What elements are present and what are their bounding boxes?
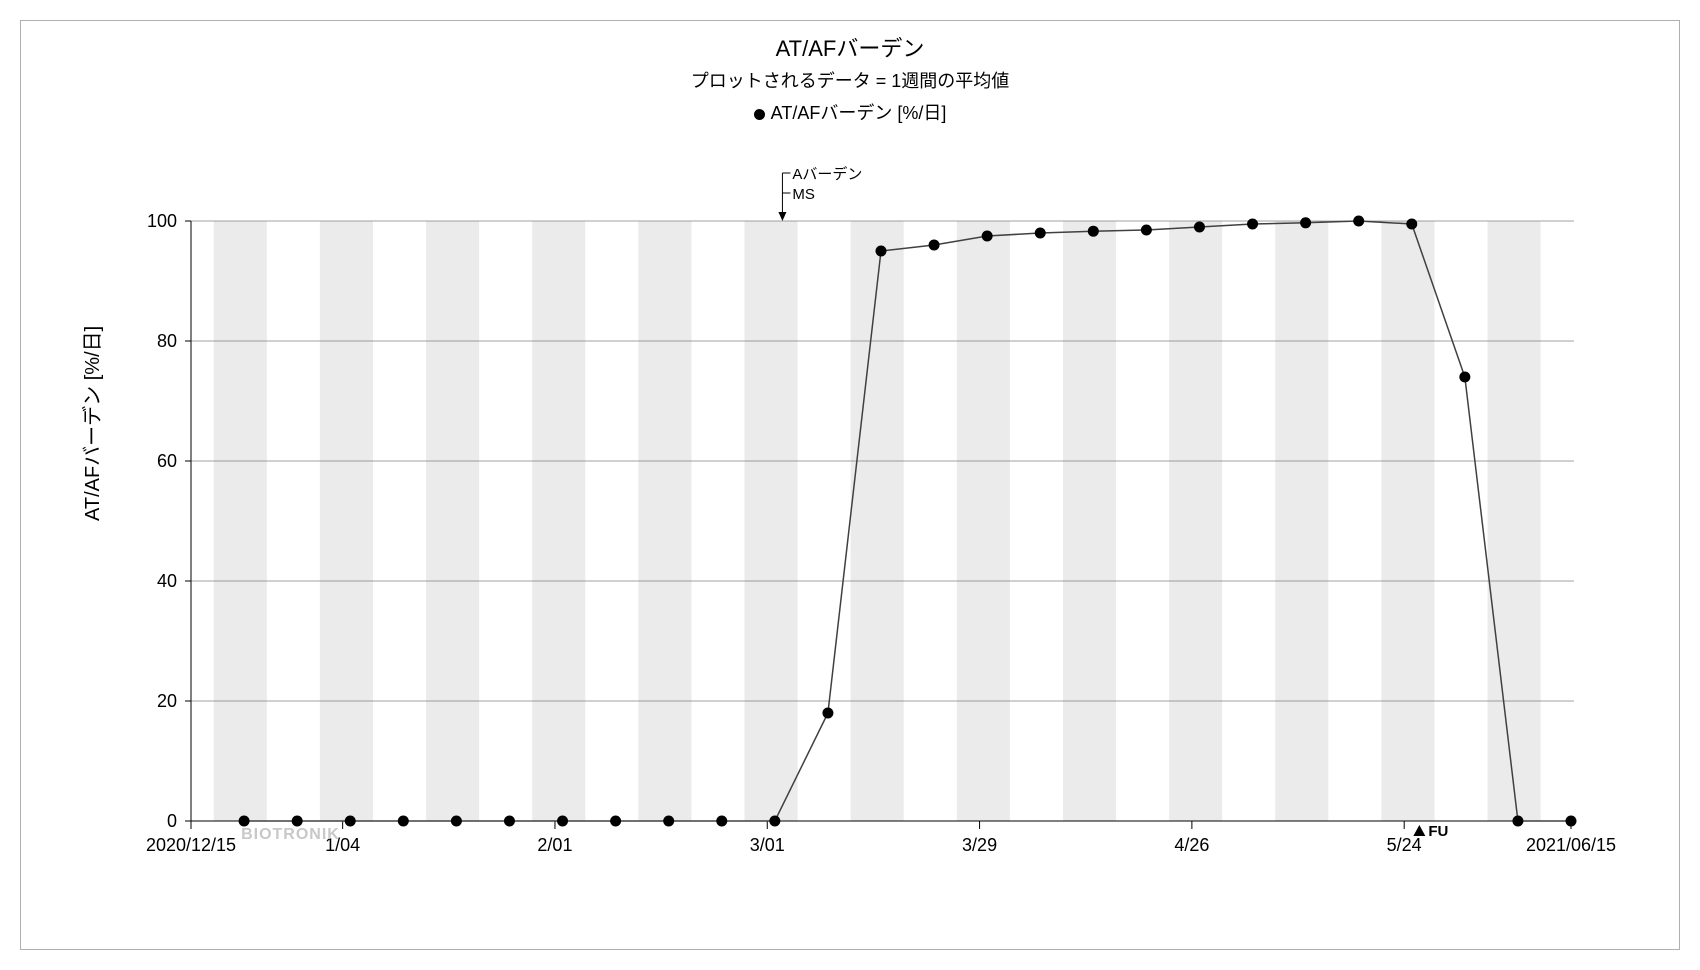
data-point [398, 816, 409, 827]
data-point [1141, 225, 1152, 236]
fu-marker-icon [1413, 825, 1425, 836]
title-block: AT/AFバーデン プロットされるデータ = 1週間の平均値 AT/AFバーデン… [21, 31, 1679, 125]
data-point [1035, 228, 1046, 239]
data-point [716, 816, 727, 827]
grid-band [320, 221, 373, 821]
x-tick-label: 3/01 [750, 835, 785, 855]
data-point [876, 246, 887, 257]
chart-frame: AT/AFバーデン プロットされるデータ = 1週間の平均値 AT/AFバーデン… [20, 20, 1680, 950]
grid-band [745, 221, 798, 821]
x-tick-label: 4/26 [1174, 835, 1209, 855]
data-point [1459, 372, 1470, 383]
grid-band [214, 221, 267, 821]
y-tick-label: 80 [157, 331, 177, 351]
grid-band [957, 221, 1010, 821]
data-point [1300, 217, 1311, 228]
data-point [663, 816, 674, 827]
data-point [504, 816, 515, 827]
x-tick-label: 2021/06/15 [1526, 835, 1616, 855]
grid-band [1488, 221, 1541, 821]
chart-title: AT/AFバーデン [21, 31, 1679, 63]
y-axis-title: AT/AFバーデン [%/日] [76, 326, 105, 521]
data-point [929, 240, 940, 251]
grid-band [1169, 221, 1222, 821]
data-point [239, 816, 250, 827]
annotation-label: MS [792, 186, 815, 203]
y-tick-label: 100 [147, 211, 177, 231]
x-tick-label: 2020/12/15 [146, 835, 236, 855]
fu-label: FU [1428, 823, 1448, 840]
data-point [557, 816, 568, 827]
y-tick-label: 40 [157, 571, 177, 591]
legend-label: AT/AFバーデン [%/日] [771, 103, 947, 123]
data-point [822, 708, 833, 719]
y-tick-label: 60 [157, 451, 177, 471]
chart-legend: AT/AFバーデン [%/日] [21, 99, 1679, 125]
data-point [769, 816, 780, 827]
data-point [1566, 816, 1577, 827]
grid-band [1381, 221, 1434, 821]
data-point [451, 816, 462, 827]
x-tick-label: 2/01 [537, 835, 572, 855]
data-point [982, 231, 993, 242]
data-point [1088, 226, 1099, 237]
y-tick-label: 20 [157, 691, 177, 711]
plot-area: 0204060801002020/12/151/042/013/013/294/… [191, 221, 1571, 821]
data-point [345, 816, 356, 827]
grid-band [638, 221, 691, 821]
x-tick-label: 5/24 [1387, 835, 1422, 855]
grid-band [1275, 221, 1328, 821]
data-point [610, 816, 621, 827]
chart-svg: 0204060801002020/12/151/042/013/013/294/… [191, 221, 1571, 821]
data-point [1194, 222, 1205, 233]
grid-band [1063, 221, 1116, 821]
data-point [1247, 219, 1258, 230]
grid-band [426, 221, 479, 821]
data-point [1406, 219, 1417, 230]
grid-band [851, 221, 904, 821]
watermark-text: BIOTRONIK [241, 826, 340, 843]
annotation-arrowhead-icon [778, 212, 786, 221]
y-tick-label: 0 [167, 811, 177, 831]
chart-subtitle: プロットされるデータ = 1週間の平均値 [21, 67, 1679, 93]
x-tick-label: 3/29 [962, 835, 997, 855]
data-point [1512, 816, 1523, 827]
data-point [1353, 216, 1364, 227]
grid-band [532, 221, 585, 821]
data-point [292, 816, 303, 827]
annotation-label: Aバーデン [792, 165, 862, 183]
legend-marker-icon [754, 109, 765, 120]
